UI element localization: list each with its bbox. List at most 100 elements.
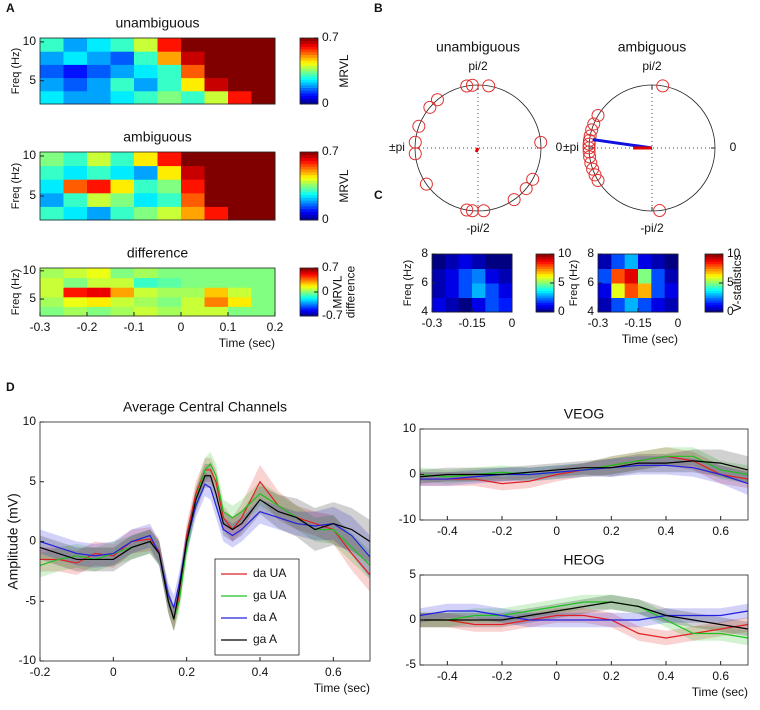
heatmap-cell xyxy=(252,166,276,180)
legend-label: da UA xyxy=(253,566,286,580)
heatmap-cell xyxy=(252,179,276,193)
heatmap-cell xyxy=(134,78,158,92)
heatmap-cell xyxy=(228,193,252,207)
heatmap-cell xyxy=(158,179,182,193)
legend-label: ga A xyxy=(253,632,277,646)
heatmap-cell xyxy=(158,64,182,78)
colorbar-tick-label: 5 xyxy=(558,275,565,289)
x-tick-label: -0.2 xyxy=(492,524,513,538)
heatmap-cell xyxy=(40,306,64,316)
heatmap-cell xyxy=(64,78,88,92)
heatmap-cell xyxy=(228,64,252,78)
heatmap-cell xyxy=(205,38,229,52)
heatmap-cell xyxy=(40,91,64,105)
heatmap-cell xyxy=(64,306,88,316)
x-tick-label: 0 xyxy=(553,524,560,538)
heatmap-cell xyxy=(64,297,88,307)
chart-title: unambiguous xyxy=(115,15,199,31)
y-axis-label: Freq (Hz) xyxy=(568,260,580,306)
y-tick-label: 8 xyxy=(421,246,428,260)
heatmap-cell xyxy=(111,179,135,193)
colorbar-tick-label: 0.7 xyxy=(322,30,339,44)
heatmap-cell xyxy=(205,78,229,92)
heatmap-cell xyxy=(158,278,182,288)
x-tick-label: 0 xyxy=(675,316,682,330)
heatmap-cell xyxy=(134,297,158,307)
y-tick-label: 10 xyxy=(23,34,37,48)
heatmap-cell xyxy=(64,206,88,220)
heatmap-cell xyxy=(252,297,276,307)
heatmap-cell xyxy=(205,206,229,220)
heatmap-cell xyxy=(111,78,135,92)
x-tick-label: -0.15 xyxy=(458,316,486,330)
heatmap-cell xyxy=(485,254,499,269)
heatmap-cell xyxy=(485,298,499,313)
heatmap-cell xyxy=(134,179,158,193)
heatmap-cell xyxy=(252,78,276,92)
heatmap-cell xyxy=(598,298,612,313)
heatmap-cell xyxy=(205,51,229,65)
x-tick-label: 0.2 xyxy=(178,665,195,679)
heatmap-cell xyxy=(87,38,111,52)
x-tick-label: 0.4 xyxy=(658,524,675,538)
heatmap-cell xyxy=(87,193,111,207)
heatmap-cell xyxy=(252,152,276,166)
heatmap-cell xyxy=(40,152,64,166)
heatmap-cell xyxy=(228,306,252,316)
heatmap-cell xyxy=(134,51,158,65)
angle-tick-label: ±pi xyxy=(563,140,579,154)
colorbar-swatch xyxy=(300,209,318,212)
heatmap-cell xyxy=(87,268,111,278)
heatmap-cell xyxy=(181,166,205,180)
heatmap-cell xyxy=(158,193,182,207)
heatmap-cell xyxy=(40,297,64,307)
x-tick-label: -0.2 xyxy=(492,669,513,683)
heatmap-cell xyxy=(432,269,446,284)
heatmap-cell xyxy=(111,38,135,52)
heatmap-cell xyxy=(158,306,182,316)
panel-label: A xyxy=(6,1,15,15)
colorbar-tick-label: 0 xyxy=(322,96,329,110)
x-tick-label: -0.3 xyxy=(422,316,443,330)
heatmap-cell xyxy=(87,287,111,297)
heatmap-cell xyxy=(252,38,276,52)
heatmap-cell xyxy=(625,254,639,269)
heatmap-cell xyxy=(665,269,679,284)
chart-title: ambiguous xyxy=(618,39,687,55)
heatmap-cell xyxy=(64,51,88,65)
x-tick-label: 0.6 xyxy=(712,669,729,683)
x-tick-label: -0.4 xyxy=(437,524,458,538)
heatmap-cell xyxy=(181,51,205,65)
heatmap-cell xyxy=(87,297,111,307)
heatmap-cell xyxy=(472,269,486,284)
y-tick-label: -10 xyxy=(399,512,417,526)
colorbar-tick-label: 0.7 xyxy=(322,144,339,158)
y-tick-label: 0 xyxy=(409,467,416,481)
colorbar-tick-label: 0 xyxy=(322,212,329,226)
angle-tick-label: pi/2 xyxy=(468,59,488,73)
heatmap-cell xyxy=(134,206,158,220)
heatmap-cell xyxy=(432,254,446,269)
heatmap-cell xyxy=(158,268,182,278)
heatmap-cell xyxy=(64,287,88,297)
heatmap-cell xyxy=(40,278,64,288)
y-axis-label: Freq (Hz) xyxy=(10,163,22,209)
heatmap-cell xyxy=(134,152,158,166)
chart-title: unambiguous xyxy=(436,39,520,55)
heatmap-cell xyxy=(181,38,205,52)
x-tick-label: -0.2 xyxy=(77,320,98,334)
heatmap-cell xyxy=(205,287,229,297)
heatmap-cell xyxy=(111,306,135,316)
colorbar-swatch xyxy=(300,183,318,186)
heatmap-cell xyxy=(40,268,64,278)
heatmap-cell xyxy=(87,166,111,180)
heatmap-cell xyxy=(134,166,158,180)
heatmap-cell xyxy=(87,78,111,92)
heatmap-cell xyxy=(598,254,612,269)
panel-label: B xyxy=(374,1,383,15)
heatmap-cell xyxy=(651,269,665,284)
heatmap-cell xyxy=(40,78,64,92)
x-tick-label: 0 xyxy=(509,316,516,330)
heatmap-cell xyxy=(111,91,135,105)
heatmap-cell xyxy=(459,283,473,298)
